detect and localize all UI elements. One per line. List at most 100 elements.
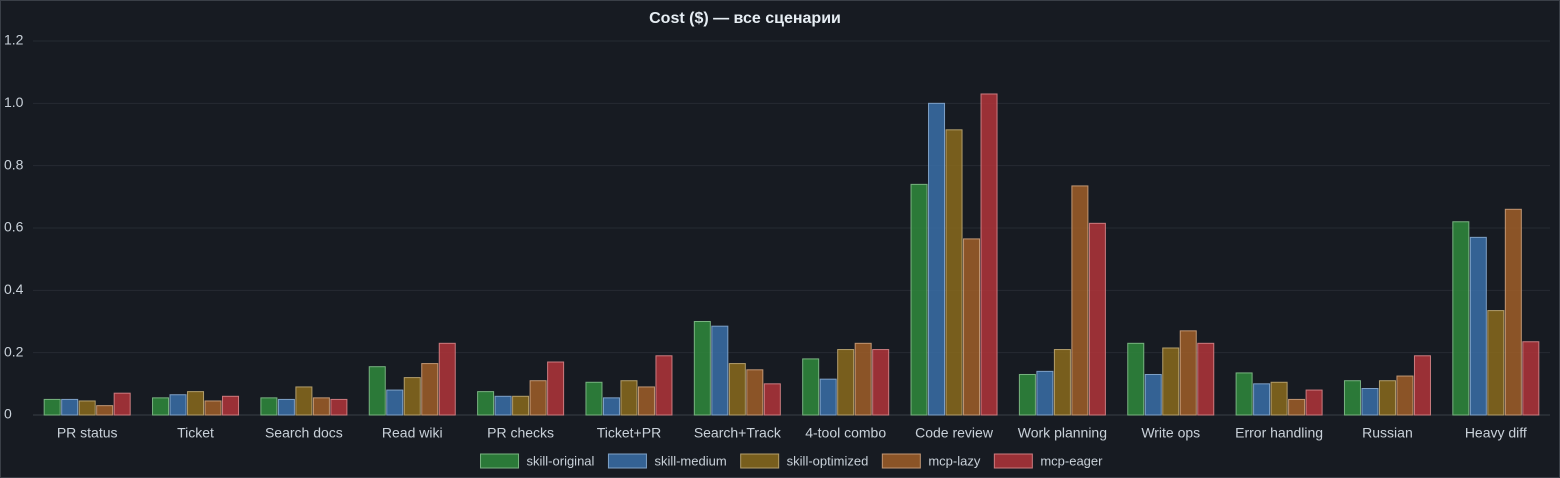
bar — [637, 386, 655, 416]
bar — [1127, 342, 1145, 416]
y-tick-label: 1.2 — [4, 32, 24, 48]
bar — [1396, 375, 1414, 416]
y-tick-label: 0.6 — [4, 219, 24, 235]
bar — [1378, 380, 1396, 416]
bar — [152, 397, 170, 416]
bar — [854, 342, 872, 416]
x-tick-label: Read wiki — [382, 425, 443, 441]
bar — [529, 380, 547, 416]
bar — [1487, 310, 1505, 416]
legend-swatch — [881, 453, 921, 469]
y-tick-label: 0.8 — [4, 156, 24, 172]
bar — [980, 93, 998, 416]
bar — [837, 349, 855, 416]
x-tick-label: Work planning — [1018, 425, 1107, 441]
bar — [693, 321, 711, 416]
x-tick-label: 4-tool combo — [805, 425, 886, 441]
bar — [386, 389, 404, 416]
bar — [477, 391, 495, 416]
legend-swatch — [740, 453, 780, 469]
bar — [1504, 208, 1522, 416]
bar — [1288, 398, 1306, 416]
bar — [494, 395, 512, 416]
bar — [312, 397, 330, 416]
bar — [330, 398, 348, 416]
bar — [61, 398, 79, 416]
x-tick-label: PR status — [57, 425, 118, 441]
bar — [763, 383, 781, 416]
legend-label: mcp-eager — [1040, 453, 1103, 468]
bar — [222, 395, 240, 416]
y-tick-label: 0.4 — [4, 281, 24, 297]
bar — [1361, 388, 1379, 416]
bar — [1071, 185, 1089, 416]
bar — [113, 392, 131, 416]
bar — [260, 397, 278, 416]
bar — [711, 325, 729, 416]
bar — [1343, 380, 1361, 416]
x-tick-label: Error handling — [1235, 425, 1323, 441]
legend-swatch — [607, 453, 647, 469]
x-tick-label: Ticket — [177, 425, 214, 441]
bar — [1253, 383, 1271, 416]
bar — [872, 349, 890, 416]
bar — [1144, 373, 1162, 416]
bar — [945, 129, 963, 416]
bar — [928, 102, 946, 416]
bar — [1452, 221, 1470, 416]
bar — [819, 378, 837, 416]
bar — [78, 400, 96, 416]
legend-label: skill-medium — [654, 453, 726, 468]
bar — [421, 363, 439, 416]
bar — [187, 391, 205, 416]
x-tick-label: Code review — [915, 425, 994, 441]
bar — [1018, 373, 1036, 416]
y-tick-label: 0.2 — [4, 343, 24, 359]
bar — [96, 405, 114, 416]
bar — [1197, 342, 1215, 416]
bar — [963, 238, 981, 416]
x-tick-label: Russian — [1362, 425, 1413, 441]
bar — [1235, 372, 1253, 416]
legend-swatch — [993, 453, 1033, 469]
legend-swatch — [480, 453, 520, 469]
bar — [1305, 389, 1323, 416]
bar — [277, 398, 295, 416]
bar — [1179, 330, 1197, 416]
bar — [1162, 347, 1180, 416]
bar — [655, 355, 673, 416]
legend-label: skill-original — [527, 453, 595, 468]
x-tick-label: PR checks — [487, 425, 554, 441]
bar — [746, 369, 764, 416]
x-tick-label: Search+Track — [694, 425, 782, 441]
y-tick-label: 1.0 — [4, 94, 24, 110]
bar — [295, 386, 313, 416]
bar — [728, 363, 746, 416]
bar — [1522, 341, 1540, 416]
bar — [620, 380, 638, 416]
x-tick-label: Search docs — [265, 425, 343, 441]
chart-title: Cost ($) — все сценарии — [649, 10, 841, 27]
bar — [1469, 236, 1487, 416]
bar — [1270, 381, 1288, 416]
x-tick-label: Write ops — [1141, 425, 1200, 441]
bar — [1053, 349, 1071, 416]
bar — [438, 342, 456, 416]
bar — [910, 183, 928, 416]
bar — [403, 377, 421, 416]
legend-label: skill-optimized — [787, 453, 869, 468]
bar — [43, 398, 61, 416]
legend-label: mcp-lazy — [928, 453, 981, 468]
x-tick-label: Heavy diff — [1465, 425, 1527, 441]
bar — [512, 395, 530, 416]
bar — [602, 397, 620, 416]
bar — [547, 361, 565, 416]
x-tick-label: Ticket+PR — [597, 425, 661, 441]
bar — [169, 394, 187, 416]
bar — [204, 400, 222, 416]
bar — [368, 366, 386, 416]
bar — [1088, 222, 1106, 416]
y-tick-label: 0 — [4, 406, 12, 422]
